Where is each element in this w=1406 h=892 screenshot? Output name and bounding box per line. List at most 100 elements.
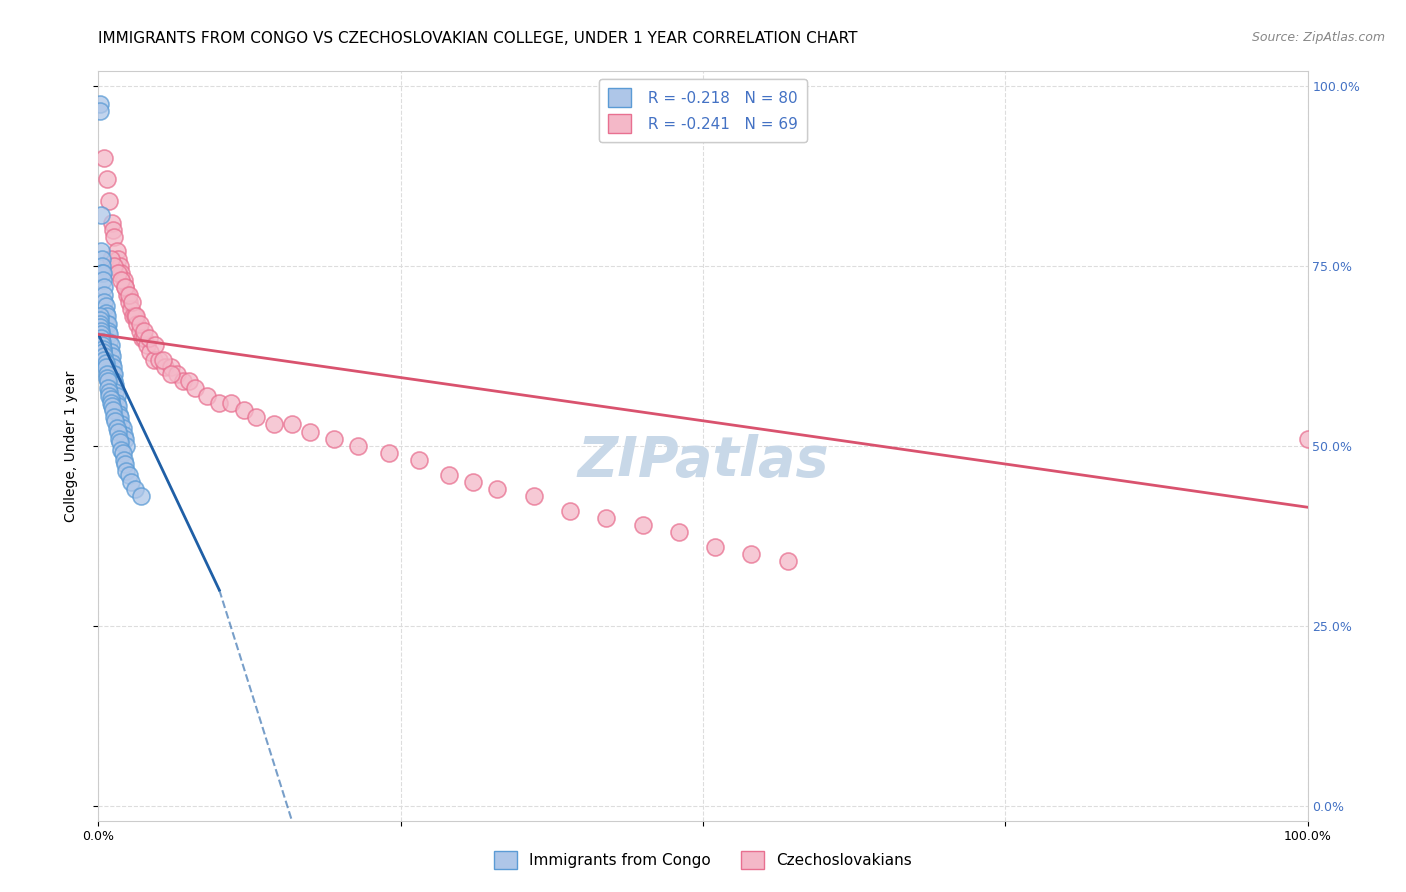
Point bbox=[107, 266, 129, 280]
Point bbox=[105, 396, 128, 410]
Point bbox=[91, 266, 114, 280]
Point bbox=[740, 547, 762, 561]
Point bbox=[143, 338, 166, 352]
Point bbox=[89, 317, 111, 331]
Point bbox=[112, 273, 135, 287]
Point bbox=[281, 417, 304, 432]
Point bbox=[208, 396, 231, 410]
Point bbox=[96, 317, 118, 331]
Point bbox=[108, 410, 131, 425]
Point bbox=[94, 359, 117, 374]
Y-axis label: College, Under 1 year: College, Under 1 year bbox=[63, 370, 77, 522]
Point bbox=[152, 352, 174, 367]
Point bbox=[93, 352, 115, 367]
Point bbox=[160, 367, 183, 381]
Point bbox=[101, 359, 124, 374]
Point bbox=[103, 410, 125, 425]
Point bbox=[90, 331, 112, 345]
Point bbox=[91, 334, 114, 349]
Point bbox=[129, 490, 152, 504]
Point bbox=[108, 435, 131, 450]
Point bbox=[97, 381, 120, 395]
Point bbox=[93, 280, 115, 294]
Point bbox=[631, 518, 654, 533]
Point bbox=[94, 306, 117, 320]
Point bbox=[103, 259, 125, 273]
Point bbox=[120, 475, 142, 489]
Point bbox=[110, 417, 132, 432]
Point bbox=[195, 388, 218, 402]
Point bbox=[101, 403, 124, 417]
Point bbox=[153, 359, 176, 374]
Point bbox=[89, 320, 111, 334]
Point bbox=[90, 244, 112, 259]
Text: ZIPatlas: ZIPatlas bbox=[578, 434, 828, 488]
Point bbox=[100, 396, 122, 410]
Point bbox=[128, 324, 150, 338]
Point bbox=[117, 287, 139, 301]
Point bbox=[347, 439, 370, 453]
Point bbox=[115, 439, 138, 453]
Point bbox=[134, 331, 156, 345]
Point bbox=[138, 331, 160, 345]
Point bbox=[97, 374, 120, 388]
Point bbox=[97, 324, 120, 338]
Point bbox=[103, 374, 125, 388]
Point bbox=[179, 374, 201, 388]
Point bbox=[100, 216, 122, 230]
Point bbox=[108, 407, 131, 421]
Point bbox=[160, 359, 183, 374]
Point bbox=[98, 334, 121, 349]
Point bbox=[122, 310, 145, 324]
Point bbox=[111, 421, 134, 435]
Point bbox=[94, 299, 117, 313]
Point bbox=[91, 338, 114, 352]
Point bbox=[98, 384, 121, 399]
Point bbox=[166, 367, 188, 381]
Point bbox=[139, 345, 162, 359]
Point bbox=[91, 259, 114, 273]
Point bbox=[100, 392, 122, 407]
Point bbox=[114, 280, 136, 294]
Point bbox=[89, 96, 111, 111]
Point bbox=[112, 453, 135, 467]
Point bbox=[125, 310, 148, 324]
Point bbox=[131, 331, 153, 345]
Point bbox=[463, 475, 485, 489]
Point bbox=[100, 345, 122, 359]
Point bbox=[127, 317, 149, 331]
Point bbox=[245, 410, 267, 425]
Point bbox=[408, 453, 430, 467]
Point bbox=[128, 317, 150, 331]
Point bbox=[114, 457, 136, 471]
Point bbox=[93, 294, 115, 309]
Legend: Immigrants from Congo, Czechoslovakians: Immigrants from Congo, Czechoslovakians bbox=[488, 845, 918, 875]
Point bbox=[89, 103, 111, 118]
Point bbox=[124, 482, 146, 496]
Point bbox=[107, 425, 129, 439]
Point bbox=[105, 244, 128, 259]
Point bbox=[148, 352, 170, 367]
Point bbox=[112, 428, 135, 442]
Point bbox=[115, 464, 138, 478]
Point bbox=[232, 403, 254, 417]
Point bbox=[91, 266, 114, 280]
Point bbox=[134, 324, 156, 338]
Point bbox=[107, 400, 129, 414]
Point bbox=[299, 425, 322, 439]
Text: Source: ZipAtlas.com: Source: ZipAtlas.com bbox=[1251, 31, 1385, 45]
Point bbox=[263, 417, 285, 432]
Point bbox=[110, 266, 132, 280]
Point bbox=[668, 525, 690, 540]
Point bbox=[89, 310, 111, 324]
Point bbox=[93, 349, 115, 363]
Point bbox=[96, 370, 118, 384]
Point bbox=[91, 342, 114, 356]
Legend:  R = -0.218   N = 80,  R = -0.241   N = 69: R = -0.218 N = 80, R = -0.241 N = 69 bbox=[599, 79, 807, 142]
Point bbox=[221, 396, 243, 410]
Point bbox=[437, 467, 460, 482]
Point bbox=[486, 482, 509, 496]
Point bbox=[704, 540, 727, 554]
Point bbox=[107, 252, 129, 266]
Point bbox=[118, 287, 141, 301]
